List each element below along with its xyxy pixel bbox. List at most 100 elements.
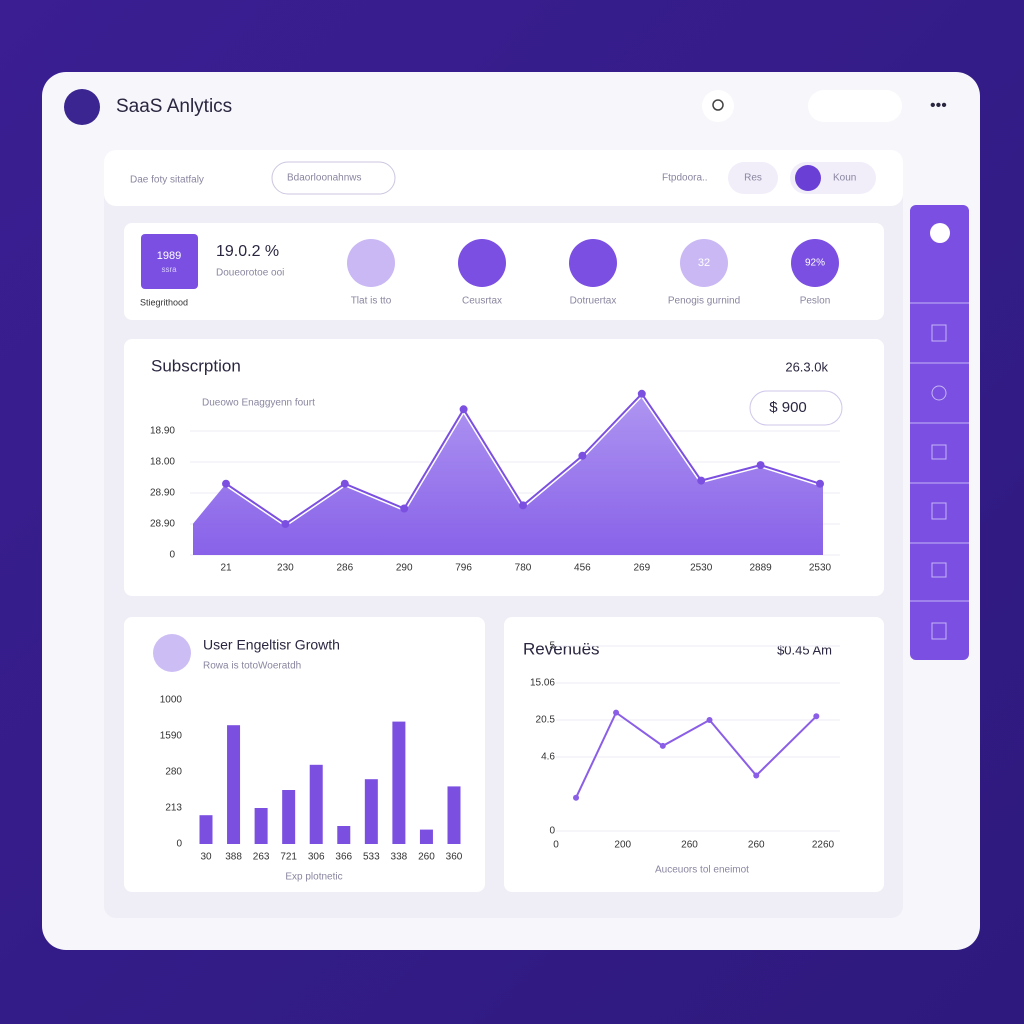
- point: [613, 709, 620, 716]
- y-tick-label: 5: [549, 641, 555, 652]
- x-tick-label: 286: [336, 563, 353, 574]
- x-tick-label: 533: [363, 852, 380, 863]
- chart-total: 26.3.0k: [785, 359, 828, 374]
- bar: [254, 808, 268, 844]
- point: [400, 504, 409, 513]
- toolbar-link[interactable]: Ftpdoora..: [662, 173, 708, 184]
- chart-subtitle: Rowa is totoWoeratdh: [203, 661, 301, 672]
- bar: [447, 786, 461, 844]
- chart-card: [504, 617, 884, 892]
- y-tick-label: 28.90: [150, 519, 175, 530]
- x-tick-label: 200: [614, 840, 631, 851]
- y-tick-label: 20.5: [536, 715, 556, 726]
- y-tick-label: 28.90: [150, 488, 175, 499]
- y-tick-label: 18.00: [150, 457, 175, 468]
- stat-badge: 32: [698, 257, 710, 269]
- stat-badge: 92%: [805, 258, 825, 269]
- point: [816, 479, 824, 488]
- x-tick-label: 780: [515, 563, 532, 574]
- stat-box-label: Stiegrithood: [140, 297, 188, 307]
- stat-box-sub: ssra: [161, 265, 177, 274]
- search-icon: [712, 99, 724, 111]
- point: [753, 772, 760, 779]
- x-tick-label: 260: [681, 840, 698, 851]
- stat-main-value: 19.0.2 %: [216, 243, 279, 260]
- point: [281, 520, 290, 528]
- x-tick-label: 388: [225, 852, 242, 863]
- dropdown[interactable]: [271, 161, 396, 195]
- res-button[interactable]: [728, 162, 778, 194]
- point: [573, 794, 580, 801]
- stat-label: Ceusrtax: [462, 296, 502, 307]
- x-tick-label: 360: [446, 852, 463, 863]
- x-tick-label: 2889: [749, 563, 772, 574]
- bar: [227, 725, 241, 844]
- x-tick-label: 290: [396, 563, 413, 574]
- x-axis-label: Exp plotnetic: [285, 872, 342, 883]
- chart-title: User Engeltisr Growth: [203, 637, 340, 653]
- point: [756, 461, 765, 470]
- app-title: SaaS Anlytics: [116, 96, 232, 117]
- x-tick-label: 2260: [812, 840, 835, 851]
- avatar: [795, 165, 821, 191]
- y-tick-label: 0: [169, 550, 175, 561]
- y-tick-label: 0: [549, 826, 555, 837]
- x-tick-label: 306: [308, 852, 325, 863]
- x-tick-label: 230: [277, 563, 294, 574]
- y-tick-label: 1590: [160, 731, 183, 742]
- x-tick-label: 260: [418, 852, 435, 863]
- x-tick-label: 2530: [690, 563, 713, 574]
- bar: [419, 829, 433, 844]
- x-tick-label: 796: [455, 563, 472, 574]
- x-axis-label: Auceuors tol eneimot: [655, 865, 749, 876]
- y-tick-label: 15.06: [530, 678, 555, 689]
- toolbar: [104, 150, 903, 206]
- sidebar-icon[interactable]: [930, 223, 950, 243]
- bar: [392, 721, 406, 844]
- y-tick-label: 1000: [160, 695, 183, 706]
- res-label: Res: [744, 173, 762, 184]
- x-tick-label: 2530: [809, 563, 832, 574]
- more-button[interactable]: •••: [930, 97, 947, 114]
- select[interactable]: [808, 90, 902, 122]
- bar: [309, 764, 323, 844]
- point: [222, 479, 230, 488]
- point: [637, 389, 646, 398]
- stat-label: Peslon: [800, 296, 831, 307]
- y-tick-label: 4.6: [541, 752, 555, 763]
- badge[interactable]: [749, 390, 843, 426]
- chart-title: Subscrption: [151, 356, 241, 375]
- point: [659, 742, 666, 749]
- stat-circle: [458, 239, 506, 287]
- chart-subtitle: Dueowo Enaggyenn fourt: [202, 398, 315, 409]
- stat-circle: [791, 239, 839, 287]
- x-tick-label: 456: [574, 563, 591, 574]
- stat-label: Penogis gurnind: [668, 296, 740, 307]
- stat-box-value: 1989: [157, 250, 181, 262]
- y-tick-label: 0: [176, 839, 182, 850]
- filter[interactable]: Dae foty sitatfaly: [130, 175, 204, 186]
- chart-title: Revenuës: [523, 639, 600, 658]
- bar: [282, 790, 296, 844]
- y-tick-label: 18.90: [150, 426, 175, 437]
- x-tick-label: 21: [220, 563, 232, 574]
- bar: [364, 779, 378, 844]
- stat-circle: [680, 239, 728, 287]
- stat-circle: [347, 239, 395, 287]
- badge-label: $ 900: [769, 399, 807, 416]
- search-button[interactable]: [702, 90, 734, 122]
- stat-box: [141, 234, 198, 289]
- point: [813, 713, 820, 720]
- x-tick-label: 260: [748, 840, 765, 851]
- point: [706, 717, 713, 723]
- logo: [64, 89, 100, 125]
- stat-circle: [569, 239, 617, 287]
- bar: [337, 826, 351, 844]
- area: [193, 393, 823, 555]
- line: [575, 711, 818, 799]
- point: [519, 501, 527, 510]
- x-tick-label: 263: [253, 852, 270, 863]
- dropdown-label: Bdaorloonahnws: [287, 173, 362, 184]
- x-tick-label: 338: [391, 852, 408, 863]
